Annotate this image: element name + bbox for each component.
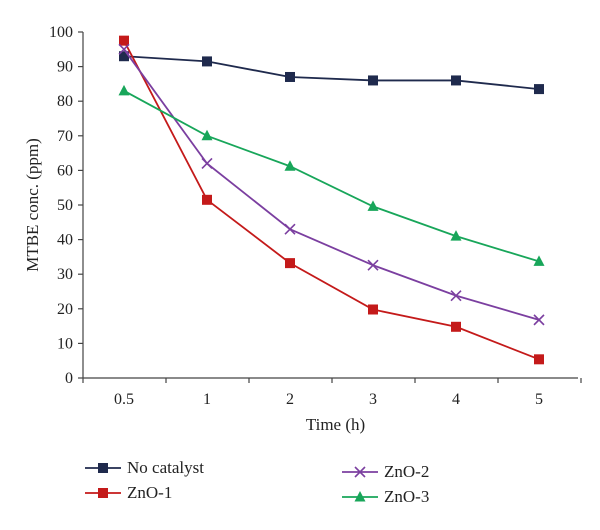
data-point (118, 43, 130, 55)
x-tick-label: 0.5 (114, 391, 134, 408)
data-point (450, 290, 462, 302)
data-point (201, 157, 213, 170)
x-ticks: 0.5 1 2 3 4 5 (82, 378, 582, 408)
series-no-catalyst (119, 51, 544, 95)
axes (82, 32, 578, 379)
y-tick-label: 20 (57, 301, 73, 318)
data-point (451, 321, 461, 332)
data-point (450, 230, 462, 241)
y-tick-label: 90 (57, 59, 73, 76)
data-point (284, 160, 296, 171)
plot-area (118, 35, 545, 365)
legend-item: No catalyst (85, 458, 204, 477)
y-axis-title: MTBE conc. (ppm) (23, 138, 42, 272)
y-tick-label: 10 (57, 335, 73, 352)
legend-label: ZnO-3 (384, 487, 429, 506)
legend-marker (98, 488, 108, 498)
series-zno-1 (119, 35, 544, 365)
legend-item: ZnO-1 (85, 483, 172, 502)
data-point (202, 194, 212, 205)
data-point (119, 51, 129, 62)
series-line (123, 40, 540, 361)
legend-label: ZnO-1 (127, 483, 172, 502)
legend-marker (354, 491, 366, 502)
series-line (123, 48, 540, 321)
legend-marker (98, 463, 108, 473)
data-point (201, 129, 213, 141)
y-tick-label: 80 (57, 93, 73, 110)
series-line (123, 90, 540, 263)
data-point (534, 354, 544, 365)
data-point (533, 255, 545, 266)
y-tick-label: 100 (49, 24, 73, 41)
x-tick-label: 2 (286, 391, 294, 408)
legend-label: ZnO-2 (384, 462, 429, 481)
y-ticks: 0 10 20 30 40 50 60 70 80 90 100 (49, 24, 83, 387)
data-point (451, 75, 461, 86)
legend-label: No catalyst (127, 458, 204, 477)
data-point (118, 84, 130, 96)
data-point (368, 75, 378, 86)
legend-item: ZnO-3 (342, 487, 429, 506)
series-zno-2 (118, 43, 545, 326)
x-tick-label: 3 (369, 391, 377, 408)
data-point (202, 56, 212, 67)
legend-marker (354, 466, 366, 478)
legend: No catalyst ZnO-1 ZnO-2 ZnO-3 (85, 458, 429, 506)
y-tick-label: 60 (57, 162, 73, 179)
y-tick-label: 40 (57, 232, 73, 249)
x-tick-label: 4 (452, 391, 460, 408)
y-tick-label: 50 (57, 197, 73, 214)
data-point (367, 200, 379, 211)
legend-item: ZnO-2 (342, 462, 429, 481)
y-tick-label: 30 (57, 266, 73, 283)
data-point (367, 259, 379, 271)
series-zno-3 (118, 84, 545, 266)
data-point (285, 258, 295, 269)
data-point (533, 314, 545, 326)
y-tick-label: 70 (57, 128, 73, 145)
data-point (119, 35, 129, 46)
data-point (368, 304, 378, 315)
y-tick-label: 0 (65, 370, 73, 387)
x-tick-label: 1 (203, 391, 211, 408)
x-tick-label: 5 (535, 391, 543, 408)
data-point (285, 71, 295, 82)
x-axis-title: Time (h) (306, 415, 365, 434)
series-line (123, 55, 540, 90)
data-point (534, 84, 544, 95)
data-point (284, 223, 296, 235)
